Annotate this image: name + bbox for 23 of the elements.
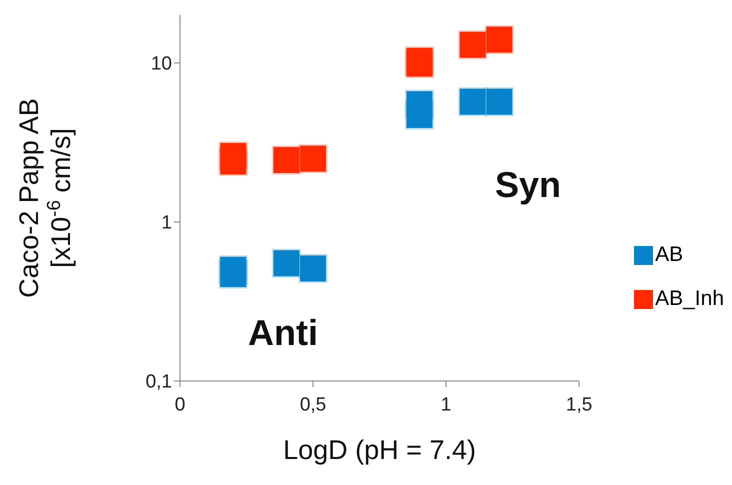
point (484, 25, 514, 54)
x-tick-label: 1,5 (566, 394, 592, 416)
annotation: Anti (248, 312, 318, 354)
x-tick-label: 0,5 (300, 394, 326, 416)
point (298, 144, 328, 174)
x-tick-label: 1 (440, 394, 452, 416)
legend-label: AB_Inh (655, 287, 724, 311)
point (484, 87, 514, 116)
x-tick-label: 0 (174, 394, 186, 416)
point (272, 248, 301, 278)
point (272, 146, 301, 175)
point (404, 100, 434, 130)
annotation: Syn (495, 164, 562, 206)
point (218, 260, 248, 289)
y-tick-label: 1 (161, 212, 172, 234)
y-tick-label: 10 (150, 54, 172, 75)
point (458, 87, 488, 116)
y-tick-label: 0,1 (146, 372, 172, 393)
point (458, 30, 488, 60)
legend-label: AB (655, 243, 684, 267)
x-axis-title: LogD (pH = 7.4) (283, 435, 476, 465)
point (298, 254, 328, 283)
point (218, 146, 248, 176)
